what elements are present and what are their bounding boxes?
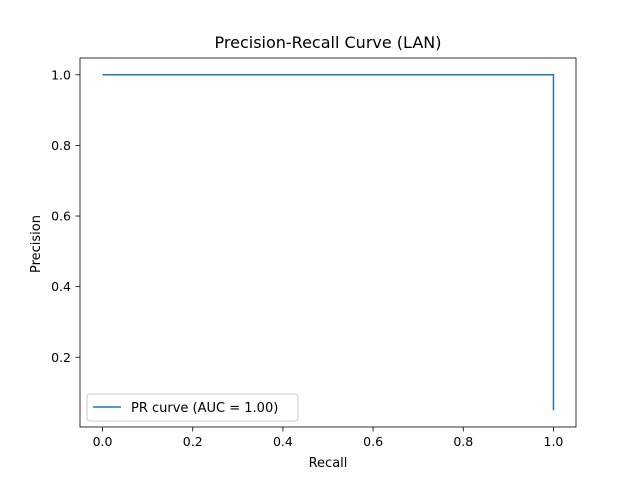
y-axis-label: Precision [29,215,44,273]
x-tick-label: 0.4 [273,434,293,449]
y-tick-label: 0.4 [51,279,71,294]
x-tick-label: 0.8 [453,434,473,449]
legend: PR curve (AUC = 1.00) [86,393,299,422]
x-tick-label: 1.0 [544,434,564,449]
axes-frame [79,57,577,428]
y-tick-label: 0.6 [51,209,71,224]
series-line-0 [102,74,555,411]
plot-area: 0.0 0.2 0.4 0.6 0.8 1.0 0.2 0.4 0.6 0.8 1.0 [51,57,577,449]
x-tick-label: 0.0 [93,434,113,449]
y-tick-label: 0.2 [51,350,71,365]
x-tick-label: 0.2 [183,434,203,449]
y-tick-label: 0.8 [51,138,71,153]
x-tick-label: 0.6 [363,434,383,449]
chart-title: Precision-Recall Curve (LAN) [215,33,442,52]
y-tick-label: 1.0 [51,67,71,82]
x-axis-label: Recall [309,456,348,471]
legend-entry-pr-curve: PR curve (AUC = 1.00) [131,401,278,416]
legend-box [86,393,299,422]
